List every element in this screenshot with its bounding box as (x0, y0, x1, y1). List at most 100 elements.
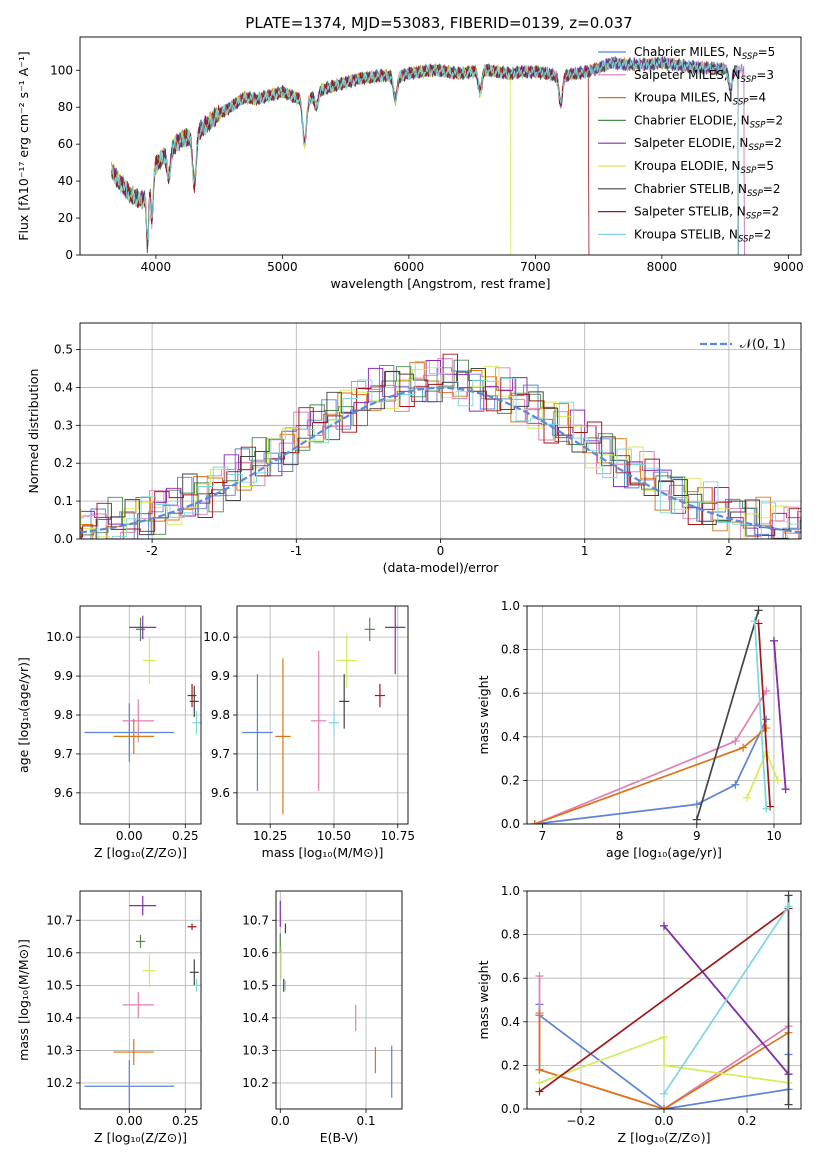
legend-entry-part: =5 (758, 45, 776, 59)
weight-marker (784, 1100, 793, 1109)
errorbar-point (129, 895, 157, 916)
weight-line (663, 905, 790, 1095)
weight-marker (660, 1061, 668, 1070)
histogram-step (80, 353, 801, 538)
y-tick-label: 10.5 (242, 978, 269, 992)
y-tick-label: 10.5 (46, 978, 73, 992)
age-vs-Z-ylabel: age [log₁₀(age/yr)] (16, 657, 31, 773)
histogram-step (80, 362, 801, 539)
legend-entry-sub: SSP (750, 120, 767, 130)
y-tick-label: 10.6 (46, 946, 73, 960)
legend-entry-part: Salpeter STELIB, N (634, 205, 746, 219)
histogram-step (80, 365, 801, 539)
legend-entry: 𝒩(0, 1) (740, 336, 786, 351)
y-tick-label: 10.3 (46, 1043, 73, 1057)
y-tick-label: 80 (58, 100, 73, 114)
errorbar-point (364, 617, 375, 642)
errorbar-point (187, 683, 197, 708)
weight-marker (660, 1033, 668, 1042)
weight-vs-age-ylabel: mass weight (476, 675, 491, 754)
errorbar-point (374, 683, 386, 708)
errorbar-point (339, 674, 350, 729)
x-tick-label: 0.1 (356, 1114, 375, 1128)
weight-line (539, 1035, 789, 1084)
x-tick-label: 10 (766, 829, 781, 843)
y-tick-label: 0.4 (501, 1015, 520, 1029)
weight-vs-age-plot-area (530, 606, 790, 824)
weight-marker (762, 715, 771, 724)
legend-entry-part: =2 (762, 205, 780, 219)
errorbar-point (113, 1039, 154, 1066)
weight-vs-Z-ylabel: mass weight (476, 960, 491, 1039)
mass-vs-Z-frame (79, 890, 202, 1110)
errorbar-point (385, 606, 406, 675)
y-tick-label: 10.2 (242, 1076, 269, 1090)
mass-vs-ebv-panel: 0.0 0.1 10.2 10.3 10.4 10.5 10.6 10.7 E(B-V) (242, 890, 403, 1145)
legend-entry-sub: SSP (738, 234, 755, 244)
weight-line (534, 719, 768, 824)
errorbar-point (136, 934, 145, 948)
errorbar-point (142, 637, 157, 684)
legend-entry-part: =2 (754, 227, 772, 241)
y-tick-label: 9.8 (54, 708, 73, 722)
legend-entry: Kroupa ELODIE, NSSP=5 (634, 159, 774, 176)
x-tick-label: 10.50 (317, 829, 351, 843)
mass-vs-Z-ylabel: mass [log₁₀(M/M⊙)] (16, 939, 31, 1061)
mass-vs-ebv-frame (275, 890, 403, 1110)
y-tick-label: 0.2 (54, 456, 73, 470)
errorbar-point (275, 658, 291, 815)
histogram-step (80, 368, 801, 539)
mass-vs-Z-xlabel: Z [log₁₀(Z/Z⊙)] (94, 1130, 187, 1145)
legend-entry-part: =4 (749, 91, 767, 105)
y-tick-label: 9.7 (211, 747, 230, 761)
y-tick-label: 0.2 (501, 1058, 520, 1072)
histogram-step (80, 360, 801, 539)
legend-entry: Kroupa STELIB, NSSP=2 (634, 227, 771, 244)
errorbar-point (189, 685, 199, 717)
x-tick-label: 2 (725, 544, 733, 558)
weight-marker (762, 804, 771, 813)
weight-marker (692, 815, 701, 824)
weight-marker (731, 737, 740, 746)
mass-vs-Z-axes: 0.00 0.25 10.2 10.3 10.4 10.5 10.6 10.7 (46, 890, 202, 1128)
weight-marker (742, 793, 751, 802)
weight-line (753, 621, 768, 809)
errorbar-point (84, 703, 175, 762)
y-tick-label: 1.0 (501, 884, 520, 898)
legend-entry-sub: SSP (748, 143, 765, 153)
legend-entry-part: Salpeter ELODIE, N (634, 136, 748, 150)
age-vs-Z-plot-area (84, 615, 201, 762)
weight-marker (773, 776, 782, 785)
weight-marker (535, 972, 544, 981)
x-tick-label: 6000 (394, 260, 425, 274)
age-vs-mass-xlabel: mass [log₁₀(M/M⊙)] (262, 845, 384, 860)
errorbar-point (192, 978, 201, 992)
errorbar-point (122, 699, 154, 743)
weight-line (538, 1013, 789, 1109)
x-tick-label: 1 (581, 544, 589, 558)
age-vs-mass-plot-area (242, 606, 406, 815)
y-tick-label: 9.6 (54, 786, 73, 800)
legend-entry-part: Kroupa ELODIE, N (634, 159, 741, 173)
spectrum-xlabel: wavelength [Angstrom, rest frame] (330, 276, 550, 291)
legend-entry: Salpeter STELIB, NSSP=2 (634, 205, 779, 222)
x-tick-label: 9000 (773, 260, 804, 274)
weight-line (757, 623, 771, 807)
age-vs-mass-axes: 10.25 10.50 10.75 9.6 9.7 9.8 9.9 10.0 (203, 605, 415, 843)
y-tick-label: 10.4 (242, 1011, 269, 1025)
normal-curve (80, 386, 801, 534)
legend-entry-part: Kroupa MILES, N (634, 91, 733, 105)
weight-vs-Z-panel: −0.2 0.0 0.2 0.0 0.2 0.4 0.6 0.8 1.0 Z [log₁₀(Z/Z… (476, 884, 802, 1145)
y-tick-label: 0.4 (54, 380, 73, 394)
x-tick-label: 0 (437, 544, 445, 558)
legend-entry-part: Chabrier ELODIE, N (634, 113, 750, 127)
weight-marker (766, 802, 775, 811)
legend-entry-part: Salpeter MILES, N (634, 68, 741, 82)
legend-entry-part: =5 (756, 159, 774, 173)
age-vs-Z-xlabel: Z [log₁₀(Z/Z⊙)] (94, 845, 187, 860)
weight-vs-age-axes: 7 8 9 10 0.0 0.2 0.4 0.6 0.8 1.0 (501, 599, 802, 843)
y-tick-label: 10.3 (242, 1043, 269, 1057)
legend-entry-sub: SSP (746, 212, 763, 222)
y-tick-label: 20 (58, 211, 73, 225)
